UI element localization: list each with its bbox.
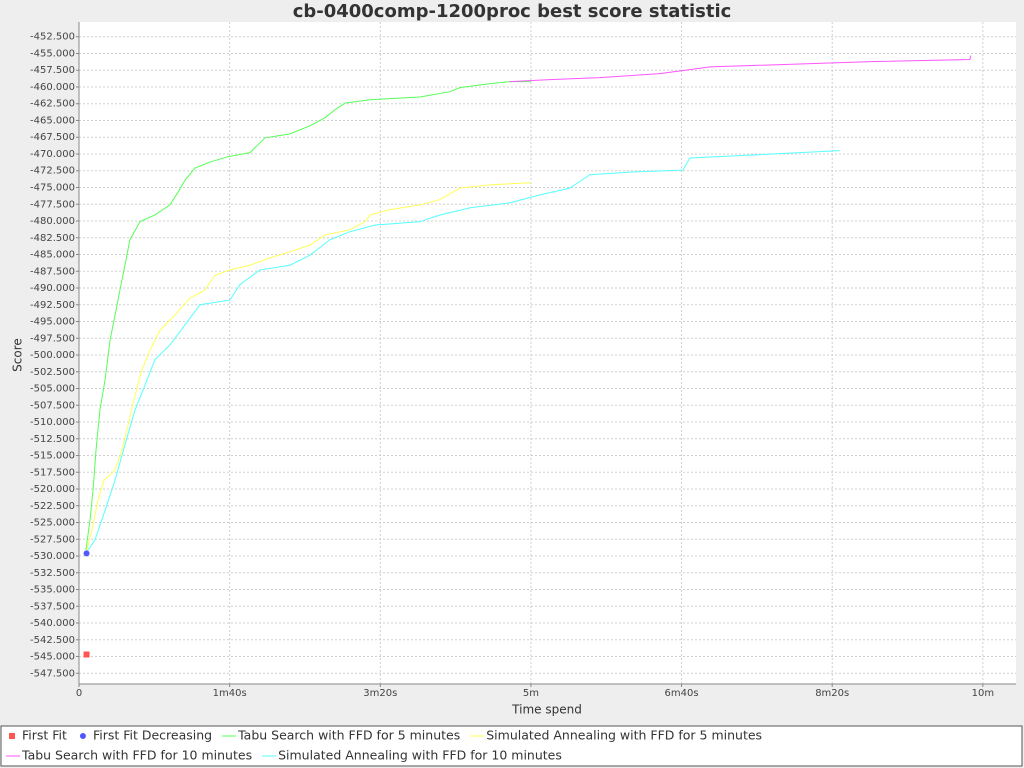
legend-marker (79, 733, 86, 739)
legend-item: Simulated Annealing with FFD for 10 minu… (262, 748, 562, 763)
y-tick-label: -485.000 (30, 250, 75, 261)
legend-label: Tabu Search with FFD for 10 minutes (21, 748, 252, 763)
y-tick-label: -542.500 (30, 635, 75, 646)
y-axis-label: Score (11, 338, 25, 372)
y-tick-label: -527.500 (30, 534, 75, 545)
y-tick-label: -502.500 (30, 367, 75, 378)
series-line (85, 182, 531, 554)
y-tick-label: -462.500 (30, 99, 75, 110)
y-tick-label: -460.000 (30, 82, 75, 93)
legend-label: First Fit Decreasing (93, 728, 212, 743)
y-tick-label: -495.000 (30, 317, 75, 328)
legend-item: First Fit Decreasing (79, 728, 212, 743)
y-tick-label: -505.000 (30, 384, 75, 395)
y-tick-label: -500.000 (30, 350, 75, 361)
chart-title: cb-0400comp-1200proc best score statisti… (293, 1, 732, 22)
y-tick-label: -522.500 (30, 501, 75, 512)
y-tick-label: -457.500 (30, 65, 75, 76)
y-tick-label: -467.500 (30, 132, 75, 143)
y-tick-label: -532.500 (30, 568, 75, 579)
x-tick-label: 0 (76, 688, 82, 699)
y-tick-label: -547.500 (30, 668, 75, 679)
x-tick-label: 6m40s (665, 688, 699, 699)
y-tick-label: -525.000 (30, 518, 75, 529)
legend-item: Simulated Annealing with FFD for 5 minut… (470, 728, 762, 743)
y-tick-label: -512.500 (30, 434, 75, 445)
legend-label: Tabu Search with FFD for 5 minutes (237, 728, 460, 743)
y-tick-label: -472.500 (30, 166, 75, 177)
legend-item: First Fit (9, 728, 67, 743)
y-tick-label: -480.000 (30, 216, 75, 227)
x-tick-label: 3m20s (363, 688, 397, 699)
y-tick-label: -497.500 (30, 333, 75, 344)
series-line (85, 150, 840, 554)
y-tick-label: -520.000 (30, 484, 75, 495)
x-tick-label: 1m40s (213, 688, 247, 699)
y-tick-label: -490.000 (30, 283, 75, 294)
x-tick-label: 5m (523, 688, 539, 699)
y-tick-label: -452.500 (30, 32, 75, 43)
y-tick-label: -515.000 (30, 451, 75, 462)
y-tick-label: -517.500 (30, 467, 75, 478)
legend-item: Tabu Search with FFD for 5 minutes (222, 728, 460, 743)
legend: First Fit First Fit Decreasing Tabu Search… (6, 728, 762, 763)
legend-label: Simulated Annealing with FFD for 10 minu… (278, 748, 562, 763)
y-tick-label: -482.500 (30, 233, 75, 244)
legend-label: First Fit (22, 728, 67, 743)
plot-area (79, 22, 1016, 684)
legend-label: Simulated Annealing with FFD for 5 minut… (486, 728, 762, 743)
y-tick-label: -487.500 (30, 266, 75, 277)
series-line (509, 55, 972, 83)
y-tick-label: -537.500 (30, 601, 75, 612)
y-tick-label: -455.000 (30, 48, 75, 59)
y-tick-label: -492.500 (30, 300, 75, 311)
y-tick-label: -465.000 (30, 115, 75, 126)
point (83, 550, 90, 557)
legend-item: Tabu Search with FFD for 10 minutes (6, 748, 252, 763)
y-tick-label: -470.000 (30, 149, 75, 160)
x-axis-label: Time spend (511, 703, 582, 717)
y-tick-label: -535.000 (30, 585, 75, 596)
y-tick-label: -530.000 (30, 551, 75, 562)
y-tick-label: -477.500 (30, 199, 75, 210)
legend-marker (9, 733, 15, 739)
marks (83, 55, 972, 658)
x-tick-label: 10m (972, 688, 994, 699)
y-tick-label: -545.000 (30, 652, 75, 663)
grid: -452.500 -455.000 -457.500 -460.000 -462.500… (30, 22, 1016, 699)
y-tick-label: -510.000 (30, 417, 75, 428)
series-line (85, 81, 531, 551)
point (83, 651, 90, 658)
legend-box (0, 725, 1023, 767)
y-tick-label: -507.500 (30, 400, 75, 411)
x-tick-label: 8m20s (815, 688, 849, 699)
y-tick-label: -540.000 (30, 618, 75, 629)
y-tick-label: -475.000 (30, 183, 75, 194)
